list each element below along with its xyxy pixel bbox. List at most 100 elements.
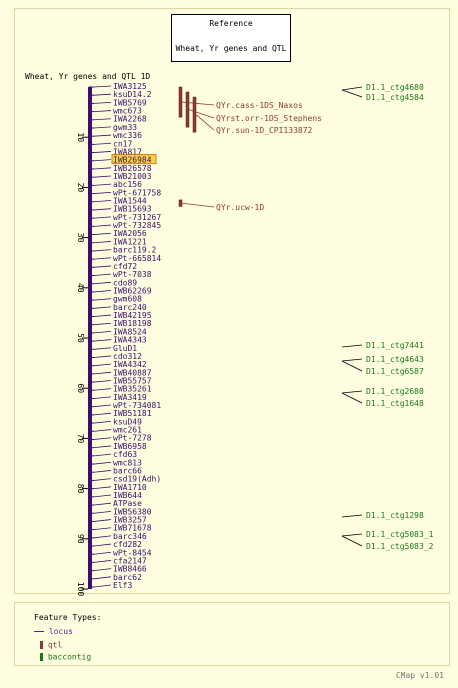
locus-label[interactable]: wmc261 xyxy=(113,426,142,435)
locus-label[interactable]: IWB21003 xyxy=(113,172,152,181)
locus-label[interactable]: IWB644 xyxy=(113,491,142,500)
locus-label[interactable]: gwm608 xyxy=(113,295,142,304)
locus-label[interactable]: ksuD49 xyxy=(113,417,142,426)
locus-label[interactable]: IWA4342 xyxy=(113,360,147,369)
locus-label[interactable]: IWA1544 xyxy=(113,197,147,206)
locus-connector xyxy=(93,265,112,268)
contig-label[interactable]: D1.1_ctg4643 xyxy=(366,355,424,364)
locus-connector xyxy=(93,93,112,96)
locus-label[interactable]: wPt-8454 xyxy=(113,548,152,557)
locus-label[interactable]: wPt-671758 xyxy=(113,188,161,197)
locus-connector xyxy=(93,461,112,465)
locus-label[interactable]: IWB26578 xyxy=(113,164,152,173)
locus-label[interactable]: ATPase xyxy=(113,499,142,508)
locus-label[interactable]: IWB3257 xyxy=(113,516,147,525)
contig-label[interactable]: D1.1_ctg4680 xyxy=(366,83,424,92)
locus-label[interactable]: IWB15693 xyxy=(113,205,152,214)
locus-label[interactable]: IWB6958 xyxy=(113,442,147,451)
locus-label[interactable]: cfa2147 xyxy=(113,556,147,565)
map-title: Wheat, Yr genes and QTL 1D xyxy=(25,72,151,81)
locus-label[interactable]: barc240 xyxy=(113,303,147,312)
legend-panel-frame xyxy=(14,602,450,666)
highlight-box xyxy=(111,154,157,165)
locus-connector xyxy=(93,535,112,539)
locus-label[interactable]: wPt-665814 xyxy=(113,254,161,263)
locus-connector xyxy=(93,429,112,432)
locus-label[interactable]: IWB5769 xyxy=(113,98,147,107)
qtl-bar[interactable] xyxy=(178,86,183,118)
locus-label[interactable]: wPt-732845 xyxy=(113,221,161,230)
locus-label[interactable]: IWB56380 xyxy=(113,507,152,516)
chromosome-bar[interactable] xyxy=(88,87,92,589)
cmap-version: CMap v1.01 xyxy=(395,671,444,680)
locus-label[interactable]: ksuD14.2 xyxy=(113,90,152,99)
locus-label[interactable]: abc156 xyxy=(113,180,142,189)
locus-label[interactable]: IWB40887 xyxy=(113,368,152,377)
contig-label[interactable]: D1.1_ctg2680 xyxy=(366,387,424,396)
locus-label[interactable]: IWA4343 xyxy=(113,336,147,345)
qtl-label[interactable]: QYr.cass-1DS_Naxos xyxy=(216,101,303,110)
locus-label[interactable]: cfd72 xyxy=(113,262,137,271)
contig-connector xyxy=(341,344,363,348)
locus-label[interactable]: IWB18198 xyxy=(113,319,152,328)
locus-label[interactable]: IWB8466 xyxy=(113,565,147,574)
locus-label[interactable]: IWA3419 xyxy=(113,393,147,402)
contig-label[interactable]: D1.1_ctg1648 xyxy=(366,399,424,408)
locus-label[interactable]: IWA3125 xyxy=(113,82,147,91)
contig-label[interactable]: D1.1_ctg5083_1 xyxy=(366,530,434,539)
locus-label[interactable]: IWA2056 xyxy=(113,229,147,238)
locus-label[interactable]: IWB42195 xyxy=(113,311,152,320)
contig-connector xyxy=(341,89,363,98)
contig-label[interactable]: D1.1_ctg5083_2 xyxy=(366,542,434,551)
locus-label[interactable]: cfd282 xyxy=(113,540,142,549)
qtl-bar[interactable] xyxy=(192,96,197,133)
scale-tick-label: 100 xyxy=(76,582,85,597)
locus-label[interactable]: GluD1 xyxy=(113,344,137,353)
locus-label[interactable]: wmc336 xyxy=(113,131,142,140)
locus-label[interactable]: wmc673 xyxy=(113,107,142,116)
map-panel-frame xyxy=(14,8,450,594)
locus-label[interactable]: Elf3 xyxy=(113,581,132,590)
qtl-label[interactable]: QYr.ucw-1D xyxy=(216,203,264,212)
locus-label[interactable]: IWA2268 xyxy=(113,115,147,124)
locus-connector xyxy=(93,331,112,334)
locus-label[interactable]: wPt-7038 xyxy=(113,270,152,279)
contig-label[interactable]: D1.1_ctg6587 xyxy=(366,367,424,376)
locus-label[interactable]: cn17 xyxy=(113,139,132,148)
locus-label[interactable]: cdo312 xyxy=(113,352,142,361)
locus-label[interactable]: IWB26984 xyxy=(113,156,152,165)
contig-label[interactable]: D1.1_ctg7441 xyxy=(366,341,424,350)
locus-label[interactable]: IWA1221 xyxy=(113,237,147,246)
locus-label[interactable]: wPt-734081 xyxy=(113,401,161,410)
locus-connector xyxy=(93,388,112,391)
locus-connector xyxy=(93,159,112,162)
baccontig-box-icon xyxy=(40,653,43,661)
locus-label[interactable]: wPt-731267 xyxy=(113,213,161,222)
locus-connector xyxy=(93,281,112,285)
locus-label[interactable]: cfd63 xyxy=(113,450,137,459)
qtl-bar[interactable] xyxy=(185,91,190,128)
locus-label[interactable]: IWB62269 xyxy=(113,287,152,296)
qtl-label[interactable]: QYrst.orr-1DS_Stephens xyxy=(216,114,322,123)
contig-label[interactable]: D1.1_ctg4584 xyxy=(366,93,424,102)
locus-label[interactable]: barc346 xyxy=(113,532,147,541)
locus-label[interactable]: cdo89 xyxy=(113,278,137,287)
locus-label[interactable]: IWA817 xyxy=(113,147,142,156)
locus-label[interactable]: IWB35261 xyxy=(113,385,152,394)
locus-label[interactable]: IWA8524 xyxy=(113,327,147,336)
locus-label[interactable]: gwm33 xyxy=(113,123,137,132)
locus-label[interactable]: wmc813 xyxy=(113,458,142,467)
qtl-label[interactable]: QYr.sun-1D_CPI133872 xyxy=(216,126,313,135)
reference-box[interactable]: Reference Wheat, Yr genes and QTL xyxy=(171,14,291,62)
locus-label[interactable]: IWB55757 xyxy=(113,376,152,385)
locus-label[interactable]: barc62 xyxy=(113,573,142,582)
locus-label[interactable]: IWB71678 xyxy=(113,524,152,533)
contig-label[interactable]: D1.1_ctg1298 xyxy=(366,511,424,520)
locus-label[interactable]: csd19(Adh) xyxy=(113,475,161,484)
locus-label[interactable]: IWA1710 xyxy=(113,483,147,492)
locus-label[interactable]: wPt-7278 xyxy=(113,434,152,443)
locus-label[interactable]: IWB51181 xyxy=(113,409,152,418)
locus-label[interactable]: barc66 xyxy=(113,466,142,475)
qtl-bar[interactable] xyxy=(178,199,183,207)
locus-label[interactable]: barc119.2 xyxy=(113,246,157,255)
